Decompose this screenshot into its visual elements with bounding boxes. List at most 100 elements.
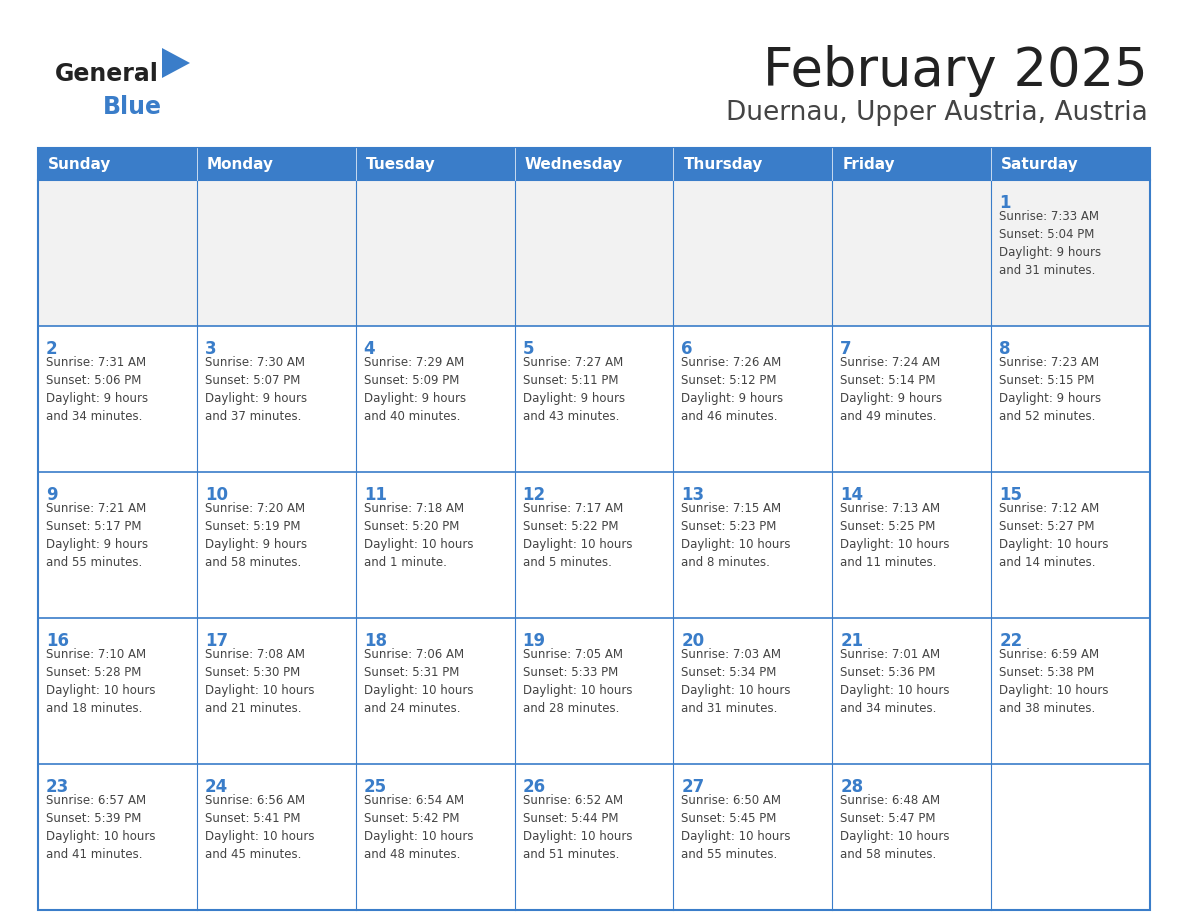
Text: 15: 15	[999, 486, 1022, 504]
Bar	[991, 180, 1150, 326]
Text: Sunrise: 7:01 AM
Sunset: 5:36 PM
Daylight: 10 hours
and 34 minutes.: Sunrise: 7:01 AM Sunset: 5:36 PM Dayligh…	[840, 648, 949, 715]
Bar	[833, 326, 991, 472]
Bar	[355, 326, 514, 472]
Bar	[197, 618, 355, 764]
Text: Sunday: Sunday	[48, 156, 112, 172]
Text: 7: 7	[840, 340, 852, 358]
Text: Sunrise: 6:50 AM
Sunset: 5:45 PM
Daylight: 10 hours
and 55 minutes.: Sunrise: 6:50 AM Sunset: 5:45 PM Dayligh…	[682, 794, 791, 861]
Text: Sunrise: 7:27 AM
Sunset: 5:11 PM
Daylight: 9 hours
and 43 minutes.: Sunrise: 7:27 AM Sunset: 5:11 PM Dayligh…	[523, 356, 625, 423]
Bar	[38, 180, 197, 326]
Bar	[674, 764, 833, 910]
Text: Sunrise: 7:17 AM
Sunset: 5:22 PM
Daylight: 10 hours
and 5 minutes.: Sunrise: 7:17 AM Sunset: 5:22 PM Dayligh…	[523, 502, 632, 569]
Text: 16: 16	[46, 632, 69, 650]
Text: Sunrise: 7:12 AM
Sunset: 5:27 PM
Daylight: 10 hours
and 14 minutes.: Sunrise: 7:12 AM Sunset: 5:27 PM Dayligh…	[999, 502, 1108, 569]
Bar	[197, 180, 355, 326]
Bar	[197, 326, 355, 472]
Bar	[355, 618, 514, 764]
Text: 14: 14	[840, 486, 864, 504]
Text: 27: 27	[682, 778, 704, 796]
Bar	[38, 618, 197, 764]
Text: Sunrise: 6:54 AM
Sunset: 5:42 PM
Daylight: 10 hours
and 48 minutes.: Sunrise: 6:54 AM Sunset: 5:42 PM Dayligh…	[364, 794, 473, 861]
Text: Sunrise: 7:23 AM
Sunset: 5:15 PM
Daylight: 9 hours
and 52 minutes.: Sunrise: 7:23 AM Sunset: 5:15 PM Dayligh…	[999, 356, 1101, 423]
Text: Sunrise: 7:08 AM
Sunset: 5:30 PM
Daylight: 10 hours
and 21 minutes.: Sunrise: 7:08 AM Sunset: 5:30 PM Dayligh…	[204, 648, 315, 715]
Text: Monday: Monday	[207, 156, 274, 172]
Bar	[674, 326, 833, 472]
Bar	[355, 180, 514, 326]
Bar	[674, 180, 833, 326]
Text: 2: 2	[46, 340, 58, 358]
Text: Duernau, Upper Austria, Austria: Duernau, Upper Austria, Austria	[726, 100, 1148, 126]
Bar	[514, 180, 674, 326]
Text: 6: 6	[682, 340, 693, 358]
Text: Sunrise: 6:48 AM
Sunset: 5:47 PM
Daylight: 10 hours
and 58 minutes.: Sunrise: 6:48 AM Sunset: 5:47 PM Dayligh…	[840, 794, 949, 861]
Text: 11: 11	[364, 486, 387, 504]
Text: 5: 5	[523, 340, 535, 358]
Text: 1: 1	[999, 194, 1011, 212]
Text: 19: 19	[523, 632, 545, 650]
Text: Sunrise: 7:24 AM
Sunset: 5:14 PM
Daylight: 9 hours
and 49 minutes.: Sunrise: 7:24 AM Sunset: 5:14 PM Dayligh…	[840, 356, 942, 423]
Text: Tuesday: Tuesday	[366, 156, 436, 172]
Bar	[355, 472, 514, 618]
Text: Thursday: Thursday	[683, 156, 763, 172]
Text: 12: 12	[523, 486, 545, 504]
Text: Sunrise: 7:15 AM
Sunset: 5:23 PM
Daylight: 10 hours
and 8 minutes.: Sunrise: 7:15 AM Sunset: 5:23 PM Dayligh…	[682, 502, 791, 569]
Text: Sunrise: 7:03 AM
Sunset: 5:34 PM
Daylight: 10 hours
and 31 minutes.: Sunrise: 7:03 AM Sunset: 5:34 PM Dayligh…	[682, 648, 791, 715]
Text: Sunrise: 6:56 AM
Sunset: 5:41 PM
Daylight: 10 hours
and 45 minutes.: Sunrise: 6:56 AM Sunset: 5:41 PM Dayligh…	[204, 794, 315, 861]
Text: Sunrise: 6:52 AM
Sunset: 5:44 PM
Daylight: 10 hours
and 51 minutes.: Sunrise: 6:52 AM Sunset: 5:44 PM Dayligh…	[523, 794, 632, 861]
Bar	[38, 326, 197, 472]
Bar	[197, 764, 355, 910]
Text: 24: 24	[204, 778, 228, 796]
Bar	[833, 180, 991, 326]
Bar	[991, 326, 1150, 472]
Bar	[38, 764, 197, 910]
Bar	[355, 764, 514, 910]
Text: Sunrise: 7:33 AM
Sunset: 5:04 PM
Daylight: 9 hours
and 31 minutes.: Sunrise: 7:33 AM Sunset: 5:04 PM Dayligh…	[999, 210, 1101, 277]
Text: 4: 4	[364, 340, 375, 358]
Text: Saturday: Saturday	[1001, 156, 1079, 172]
Text: Sunrise: 7:06 AM
Sunset: 5:31 PM
Daylight: 10 hours
and 24 minutes.: Sunrise: 7:06 AM Sunset: 5:31 PM Dayligh…	[364, 648, 473, 715]
Text: Sunrise: 7:13 AM
Sunset: 5:25 PM
Daylight: 10 hours
and 11 minutes.: Sunrise: 7:13 AM Sunset: 5:25 PM Dayligh…	[840, 502, 949, 569]
Text: 21: 21	[840, 632, 864, 650]
Text: Blue: Blue	[103, 95, 162, 119]
Bar	[833, 764, 991, 910]
Text: Sunrise: 7:10 AM
Sunset: 5:28 PM
Daylight: 10 hours
and 18 minutes.: Sunrise: 7:10 AM Sunset: 5:28 PM Dayligh…	[46, 648, 156, 715]
Text: Sunrise: 7:31 AM
Sunset: 5:06 PM
Daylight: 9 hours
and 34 minutes.: Sunrise: 7:31 AM Sunset: 5:06 PM Dayligh…	[46, 356, 148, 423]
Text: General: General	[55, 62, 159, 86]
Text: 10: 10	[204, 486, 228, 504]
Bar	[38, 148, 1150, 180]
Bar	[833, 472, 991, 618]
Text: Sunrise: 6:57 AM
Sunset: 5:39 PM
Daylight: 10 hours
and 41 minutes.: Sunrise: 6:57 AM Sunset: 5:39 PM Dayligh…	[46, 794, 156, 861]
Bar	[674, 618, 833, 764]
Text: Sunrise: 7:18 AM
Sunset: 5:20 PM
Daylight: 10 hours
and 1 minute.: Sunrise: 7:18 AM Sunset: 5:20 PM Dayligh…	[364, 502, 473, 569]
Text: Sunrise: 7:05 AM
Sunset: 5:33 PM
Daylight: 10 hours
and 28 minutes.: Sunrise: 7:05 AM Sunset: 5:33 PM Dayligh…	[523, 648, 632, 715]
Text: Sunrise: 7:20 AM
Sunset: 5:19 PM
Daylight: 9 hours
and 58 minutes.: Sunrise: 7:20 AM Sunset: 5:19 PM Dayligh…	[204, 502, 307, 569]
Text: Sunrise: 6:59 AM
Sunset: 5:38 PM
Daylight: 10 hours
and 38 minutes.: Sunrise: 6:59 AM Sunset: 5:38 PM Dayligh…	[999, 648, 1108, 715]
Text: Sunrise: 7:21 AM
Sunset: 5:17 PM
Daylight: 9 hours
and 55 minutes.: Sunrise: 7:21 AM Sunset: 5:17 PM Dayligh…	[46, 502, 148, 569]
Text: 13: 13	[682, 486, 704, 504]
Bar	[514, 326, 674, 472]
Text: February 2025: February 2025	[763, 45, 1148, 97]
Bar	[514, 618, 674, 764]
Text: 17: 17	[204, 632, 228, 650]
Text: Wednesday: Wednesday	[525, 156, 623, 172]
Bar	[991, 618, 1150, 764]
Text: 18: 18	[364, 632, 387, 650]
Text: 9: 9	[46, 486, 58, 504]
Text: Sunrise: 7:29 AM
Sunset: 5:09 PM
Daylight: 9 hours
and 40 minutes.: Sunrise: 7:29 AM Sunset: 5:09 PM Dayligh…	[364, 356, 466, 423]
Bar	[38, 148, 1150, 910]
Text: 8: 8	[999, 340, 1011, 358]
Text: 25: 25	[364, 778, 387, 796]
Bar	[514, 472, 674, 618]
Bar	[991, 764, 1150, 910]
Bar	[674, 472, 833, 618]
Text: 23: 23	[46, 778, 69, 796]
Text: 26: 26	[523, 778, 545, 796]
Text: 22: 22	[999, 632, 1023, 650]
Text: Sunrise: 7:30 AM
Sunset: 5:07 PM
Daylight: 9 hours
and 37 minutes.: Sunrise: 7:30 AM Sunset: 5:07 PM Dayligh…	[204, 356, 307, 423]
Bar	[833, 618, 991, 764]
Polygon shape	[162, 48, 190, 78]
Text: 28: 28	[840, 778, 864, 796]
Bar	[991, 472, 1150, 618]
Text: Friday: Friday	[842, 156, 895, 172]
Text: 20: 20	[682, 632, 704, 650]
